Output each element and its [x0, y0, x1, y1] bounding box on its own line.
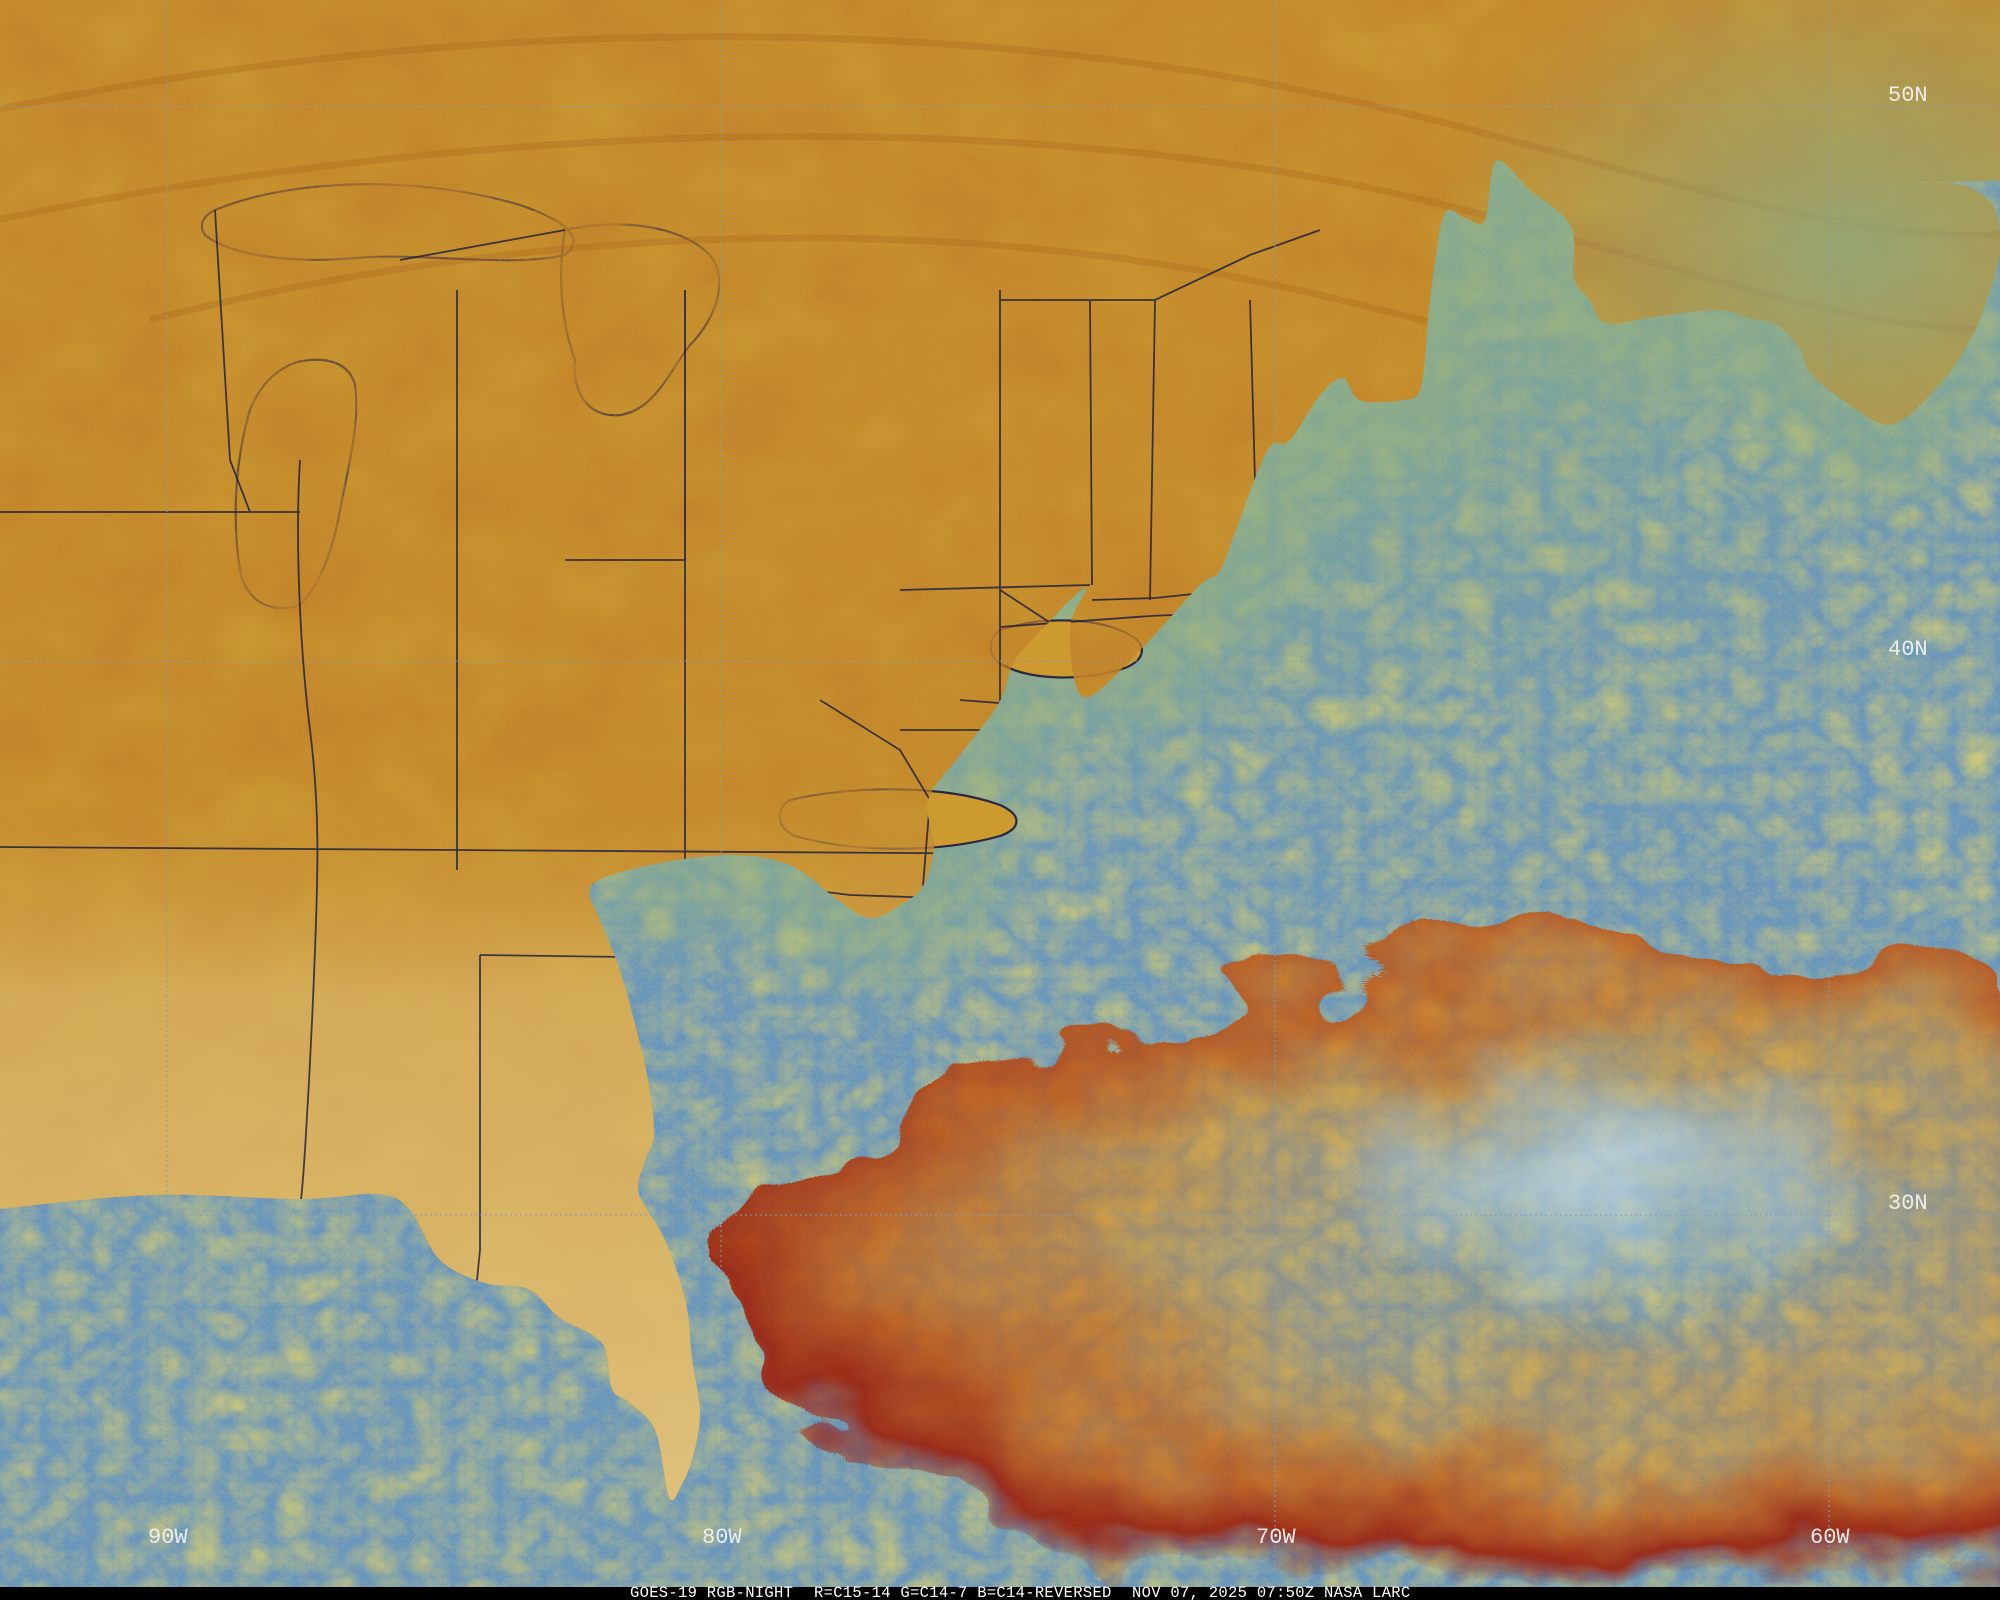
- svg-text:80W: 80W: [702, 1525, 742, 1550]
- svg-text:40N: 40N: [1888, 637, 1928, 662]
- svg-text:70W: 70W: [1256, 1525, 1296, 1550]
- svg-text:90W: 90W: [148, 1525, 188, 1550]
- svg-text:30N: 30N: [1888, 1191, 1928, 1216]
- svg-text:GOES-19 RGB-NIGHT R=C15-14 G=C: GOES-19 RGB-NIGHT R=C15-14 G=C14-7 B=C14…: [630, 1584, 1410, 1600]
- svg-text:50N: 50N: [1888, 83, 1928, 108]
- svg-text:60W: 60W: [1810, 1525, 1850, 1550]
